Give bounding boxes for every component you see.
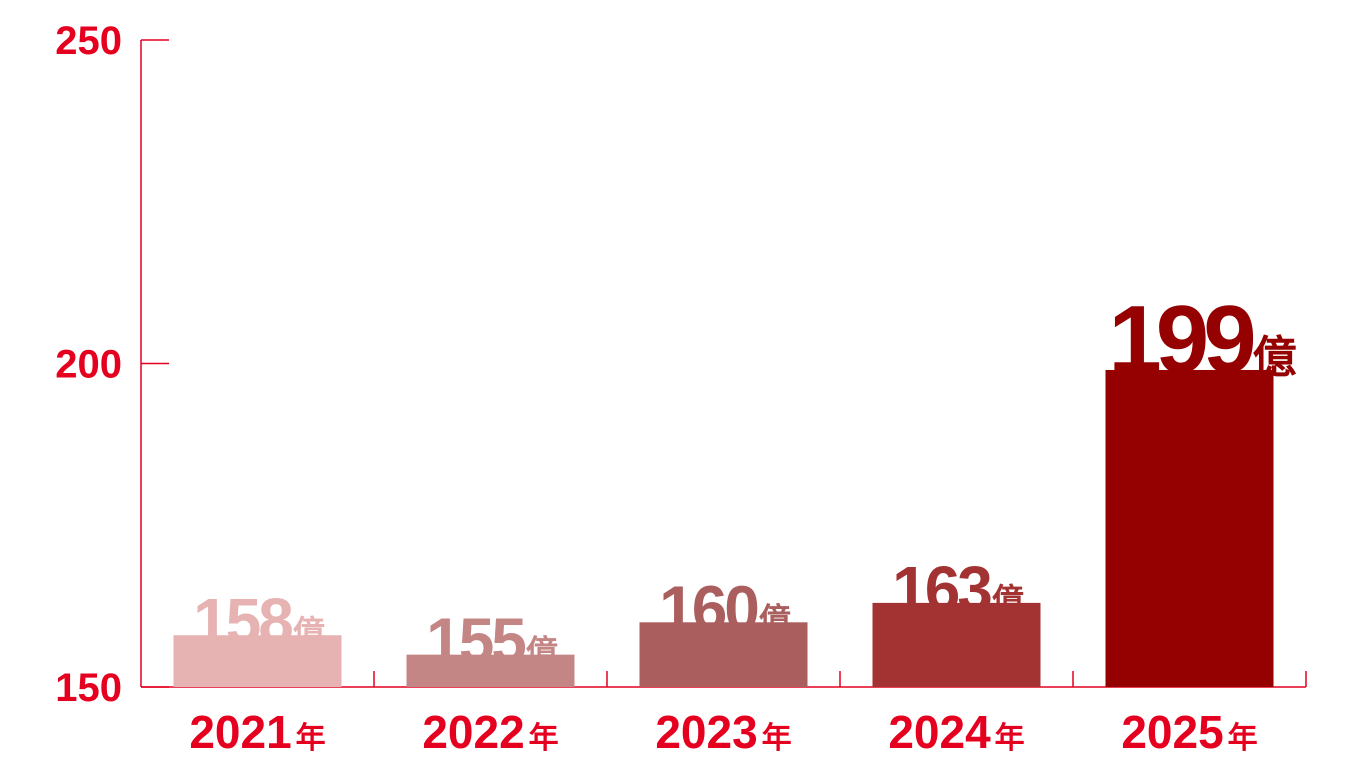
- bar-2024: [872, 602, 1041, 687]
- data-label-value: 155: [426, 605, 525, 677]
- data-label-unit: 億: [759, 601, 791, 637]
- data-label-value: 163: [892, 553, 991, 625]
- data-label-unit: 億: [1253, 333, 1297, 382]
- data-label: 158億: [193, 585, 325, 657]
- x-tick-year: 2023: [655, 706, 757, 758]
- x-tick-suffix: 年: [529, 722, 559, 755]
- bar-2021: [173, 635, 342, 687]
- bar-2022: [406, 654, 575, 687]
- data-label-value: 158: [193, 585, 292, 657]
- y-axis: 150 200 250: [55, 19, 169, 710]
- data-label-value: 199: [1108, 286, 1253, 393]
- x-tick-label: 2022 年: [422, 706, 558, 758]
- data-label-value: 160: [659, 572, 757, 644]
- x-tick-label: 2023 年: [655, 706, 791, 758]
- x-tick-year: 2021: [189, 706, 291, 758]
- data-label: 199億: [1108, 286, 1296, 393]
- bar-2023: [639, 622, 808, 687]
- x-tick-year: 2025: [1121, 706, 1223, 758]
- x-tick-suffix: 年: [296, 722, 326, 755]
- data-label: 155億: [426, 605, 558, 677]
- x-tick-suffix: 年: [762, 722, 792, 755]
- y-tick-label: 250: [55, 19, 122, 63]
- x-tick-suffix: 年: [995, 722, 1025, 755]
- y-tick-label: 150: [55, 666, 122, 710]
- x-tick-label: 2021 年: [189, 706, 325, 758]
- y-tick-label: 200: [55, 343, 122, 387]
- data-label: 160億: [659, 572, 791, 644]
- data-label-unit: 億: [293, 614, 325, 650]
- x-tick-year: 2024: [888, 706, 991, 758]
- data-label-unit: 億: [526, 634, 558, 670]
- bar-2025: [1105, 369, 1274, 687]
- x-tick-label: 2025 年: [1121, 706, 1257, 758]
- x-tick-suffix: 年: [1228, 722, 1258, 755]
- x-tick-label: 2024 年: [888, 706, 1024, 758]
- bars: [173, 369, 1274, 687]
- data-label-unit: 億: [992, 582, 1024, 618]
- data-label: 163億: [892, 553, 1024, 625]
- x-tick-year: 2022: [422, 706, 524, 758]
